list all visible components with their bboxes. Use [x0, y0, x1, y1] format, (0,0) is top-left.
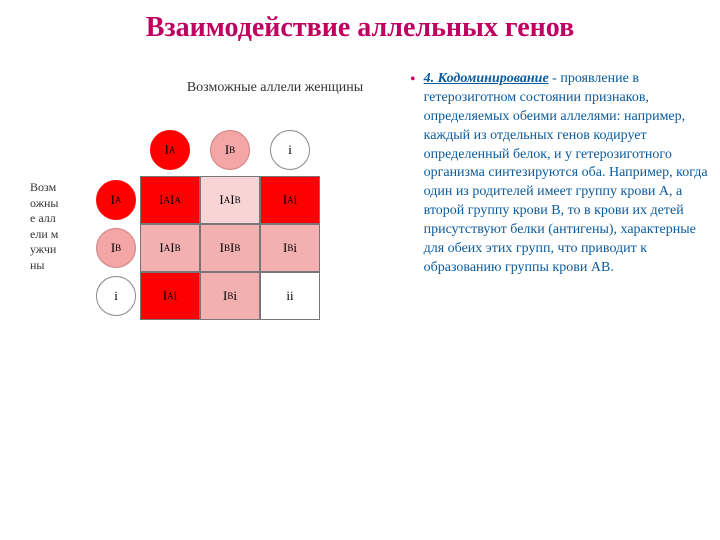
punnett-cell: IBIB [200, 224, 260, 272]
right-panel: • 4. Кодоминирование - проявление в гете… [410, 50, 710, 278]
punnett-cell: IAi [260, 176, 320, 224]
row-header-circle: IA [96, 180, 136, 220]
male-label: Возможные аллели мужчины [30, 180, 60, 274]
punnett-cell: IAIB [200, 176, 260, 224]
punnett-cell: ii [260, 272, 320, 320]
punnett-cell: IBi [260, 224, 320, 272]
bullet-marker: • [410, 70, 416, 278]
punnett-cell: IAi [140, 272, 200, 320]
body-text: 4. Кодоминирование - проявление в гетеро… [424, 70, 710, 278]
body-rest: - проявление в гетерозиготном состоянии … [424, 71, 708, 275]
col-header-circle: i [270, 130, 310, 170]
col-header-circle: IA [150, 130, 190, 170]
punnett-cell: IBi [200, 272, 260, 320]
col-header-circle: IB [210, 130, 250, 170]
page-title: Взаимодействие аллельных генов [0, 0, 720, 50]
row-header-circle: i [96, 276, 136, 316]
left-panel: Возможные аллели женщины Возможные аллел… [10, 50, 410, 278]
term: 4. Кодоминирование [424, 71, 549, 86]
body-bullet: • 4. Кодоминирование - проявление в гете… [410, 70, 710, 278]
punnett-cell: IAIB [140, 224, 200, 272]
female-label: Возможные аллели женщины [185, 80, 365, 96]
row-header-circle: IB [96, 228, 136, 268]
punnett-cell: IAIA [140, 176, 200, 224]
content-row: Возможные аллели женщины Возможные аллел… [0, 50, 720, 278]
